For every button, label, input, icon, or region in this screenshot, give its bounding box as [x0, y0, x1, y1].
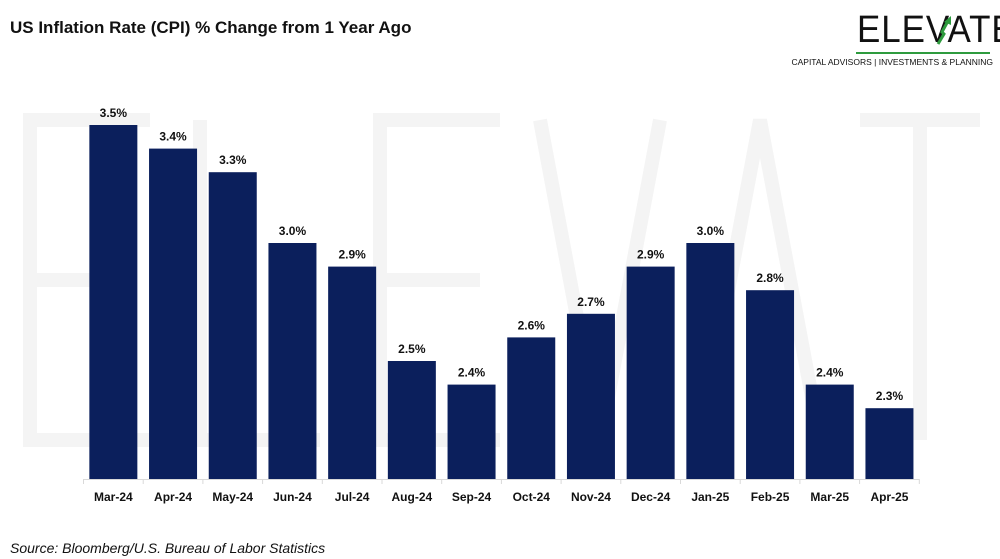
x-tick-label: Nov-24 — [571, 490, 611, 504]
bar — [268, 243, 317, 479]
x-tick-label: Aug-24 — [392, 490, 433, 504]
elevate-logo: ELEVATE CAPITAL ADVISORS | INVESTMENTS &… — [790, 8, 1000, 70]
data-label: 2.7% — [577, 295, 605, 309]
logo-tagline: CAPITAL ADVISORS | INVESTMENTS & PLANNIN… — [791, 57, 993, 67]
logo-word: ELEVATE — [857, 9, 1000, 51]
x-tick-label: Jan-25 — [691, 490, 729, 504]
chart-title: US Inflation Rate (CPI) % Change from 1 … — [10, 18, 412, 37]
x-tick-label: Apr-25 — [870, 490, 908, 504]
data-label: 2.4% — [458, 366, 486, 380]
bar — [686, 243, 735, 479]
data-label: 3.0% — [697, 224, 725, 238]
data-label: 2.9% — [637, 248, 665, 262]
x-tick-label: Jul-24 — [335, 490, 370, 504]
x-tick-label: Dec-24 — [631, 490, 671, 504]
bar — [566, 313, 615, 479]
source-note: Source: Bloomberg/U.S. Bureau of Labor S… — [10, 540, 326, 556]
data-label: 2.6% — [518, 318, 546, 332]
data-label: 3.4% — [159, 130, 187, 144]
data-label: 2.4% — [816, 366, 844, 380]
bar — [447, 384, 496, 479]
bar — [387, 361, 436, 479]
data-label: 2.5% — [398, 342, 426, 356]
bar — [507, 337, 556, 479]
x-tick-label: Apr-24 — [154, 490, 192, 504]
x-tick-label: Jun-24 — [273, 490, 312, 504]
data-label: 3.5% — [100, 106, 128, 120]
bar — [865, 408, 914, 479]
x-tick-label: May-24 — [212, 490, 253, 504]
arrow-up-icon — [936, 16, 951, 45]
data-label: 2.9% — [338, 248, 366, 262]
x-tick-label: Oct-24 — [513, 490, 551, 504]
bar — [328, 266, 377, 479]
bar — [746, 290, 795, 479]
bar — [149, 148, 198, 479]
x-tick-label: Mar-25 — [810, 490, 849, 504]
x-tick-label: Feb-25 — [751, 490, 790, 504]
bar — [805, 384, 854, 479]
x-tick-label: Sep-24 — [452, 490, 492, 504]
logo-divider — [856, 52, 990, 54]
data-label: 2.8% — [756, 271, 784, 285]
bar — [626, 266, 675, 479]
data-label: 3.0% — [279, 224, 307, 238]
data-label: 3.3% — [219, 153, 247, 167]
bar — [208, 172, 257, 479]
data-label: 2.3% — [876, 389, 904, 403]
x-tick-label: Mar-24 — [94, 490, 133, 504]
bar — [89, 125, 138, 479]
